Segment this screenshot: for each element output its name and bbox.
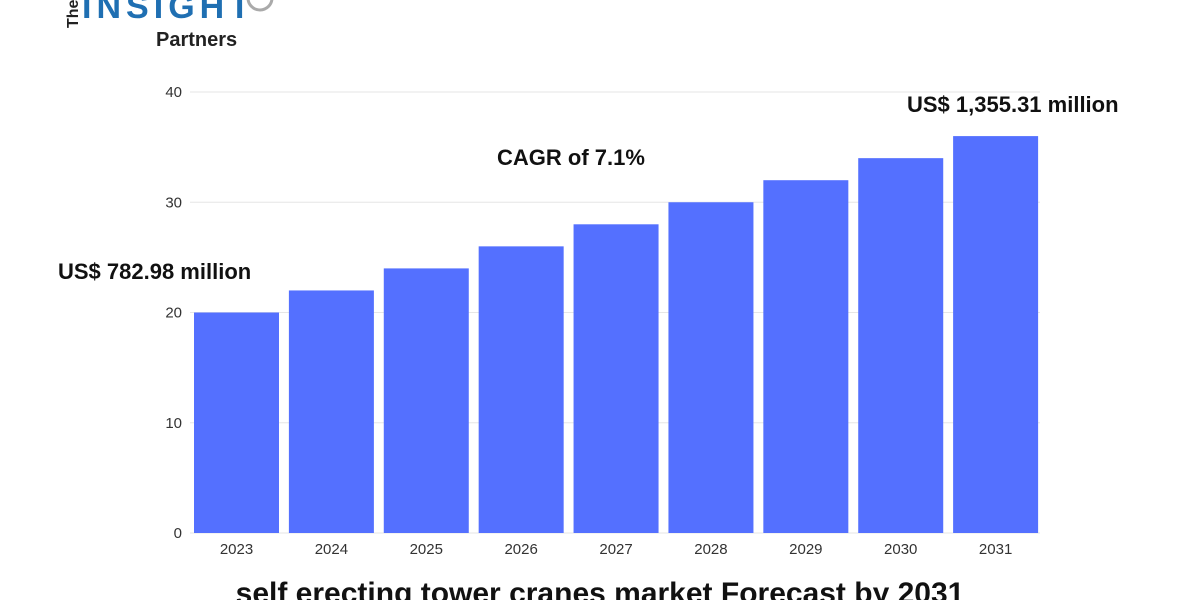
cagr-annotation: CAGR of 7.1% [497, 145, 645, 170]
y-tick-label: 10 [165, 415, 182, 432]
x-tick-label: 2028 [694, 541, 727, 558]
bar-2025 [383, 268, 469, 533]
svg-text:Partners: Partners [156, 29, 237, 50]
y-tick-label: 30 [165, 194, 182, 211]
end-value-annotation: US$ 1,355.31 million [907, 92, 1119, 117]
bar-2024 [288, 290, 374, 533]
svg-text:The: The [65, 0, 82, 28]
bar-2031 [953, 136, 1039, 533]
x-tick-label: 2026 [504, 541, 537, 558]
bar-2026 [478, 246, 564, 533]
x-tick-label: 2029 [789, 541, 822, 558]
x-tick-label: 2025 [410, 541, 443, 558]
x-tick-label: 2023 [220, 541, 253, 558]
start-value-annotation: US$ 782.98 million [58, 259, 251, 284]
bar-2030 [858, 158, 944, 533]
x-tick-label: 2027 [599, 541, 632, 558]
bar-2023 [194, 312, 279, 533]
bar-2027 [573, 224, 659, 534]
the-insight-partners-logo: The INSIGHT Partners [65, 0, 274, 50]
bar-2028 [668, 202, 754, 533]
y-tick-label: 0 [174, 525, 182, 542]
y-tick-label: 40 [165, 84, 182, 101]
x-tick-label: 2024 [315, 541, 348, 558]
bar-2029 [763, 180, 849, 533]
x-tick-label: 2030 [884, 541, 917, 558]
chart-title: self erecting tower cranes market Foreca… [236, 577, 965, 600]
x-tick-label: 2031 [979, 541, 1012, 558]
y-tick-label: 20 [165, 305, 182, 322]
